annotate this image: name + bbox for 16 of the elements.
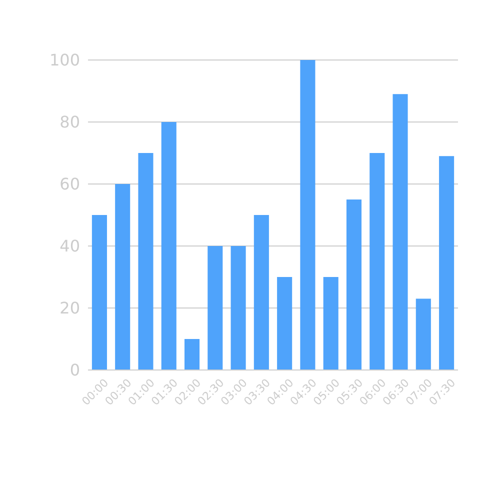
- bar: [392, 94, 408, 370]
- bar: [323, 277, 338, 370]
- bar: [161, 122, 176, 370]
- bar: [115, 184, 130, 370]
- bar: [277, 277, 292, 370]
- bar: [416, 298, 431, 370]
- bar: [230, 246, 246, 370]
- bar: [439, 156, 454, 370]
- bar: [370, 153, 385, 370]
- bar: [300, 60, 316, 370]
- bar: [208, 246, 223, 370]
- bar: [92, 215, 107, 370]
- bar: [138, 153, 154, 370]
- bar: [254, 215, 269, 370]
- bar: [346, 200, 362, 370]
- bar: [184, 339, 200, 370]
